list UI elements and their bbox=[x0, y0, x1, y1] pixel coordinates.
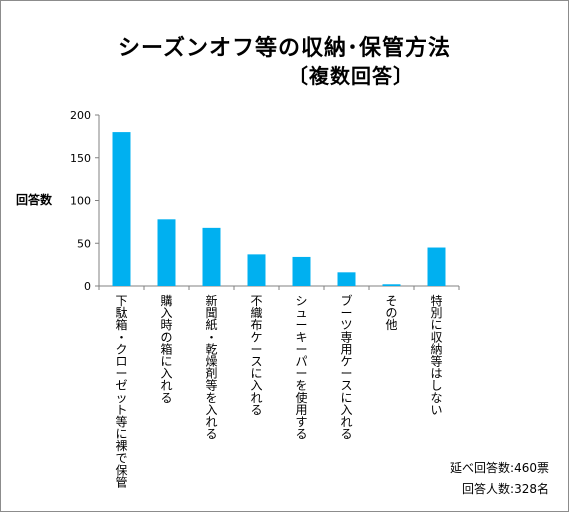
x-category-label: シューキーパーを使用する bbox=[295, 294, 307, 441]
chart-notes: 延べ回答数:460票 回答人数:328名 bbox=[450, 458, 549, 500]
bar bbox=[337, 272, 356, 286]
y-tick-label: 150 bbox=[70, 152, 91, 165]
x-category-label: 購入時の箱に入れる bbox=[160, 294, 172, 405]
x-category-label: 下駄箱・クローゼット等に裸で保管 bbox=[115, 294, 127, 490]
bar bbox=[247, 254, 266, 286]
bar bbox=[292, 256, 311, 286]
total-responses-note: 延べ回答数:460票 bbox=[450, 461, 549, 475]
bar bbox=[157, 219, 176, 286]
x-category-label: ブーツ専用ケースに入れる bbox=[340, 293, 352, 441]
y-tick-label: 200 bbox=[70, 109, 91, 122]
y-axis-label: 回答数 bbox=[16, 193, 53, 207]
y-tick-label: 100 bbox=[70, 195, 91, 208]
respondents-note: 回答人数:328名 bbox=[462, 482, 549, 496]
x-category-label: 新聞紙・乾燥剤等を入れる bbox=[205, 293, 217, 441]
chart-subtitle: 〔複数回答〕 bbox=[288, 64, 414, 88]
x-category-label: 特別に収納等はしない bbox=[430, 293, 442, 417]
bar bbox=[382, 284, 401, 286]
bar bbox=[202, 227, 221, 286]
bar bbox=[112, 132, 131, 286]
chart-title: シーズンオフ等の収納･保管方法 bbox=[118, 36, 451, 61]
x-category-label: その他 bbox=[385, 294, 397, 332]
bar bbox=[427, 247, 446, 286]
y-tick-label: 50 bbox=[77, 237, 91, 250]
x-category-label: 不織布ケースに入れる bbox=[250, 294, 262, 417]
y-tick-label: 0 bbox=[84, 280, 91, 293]
